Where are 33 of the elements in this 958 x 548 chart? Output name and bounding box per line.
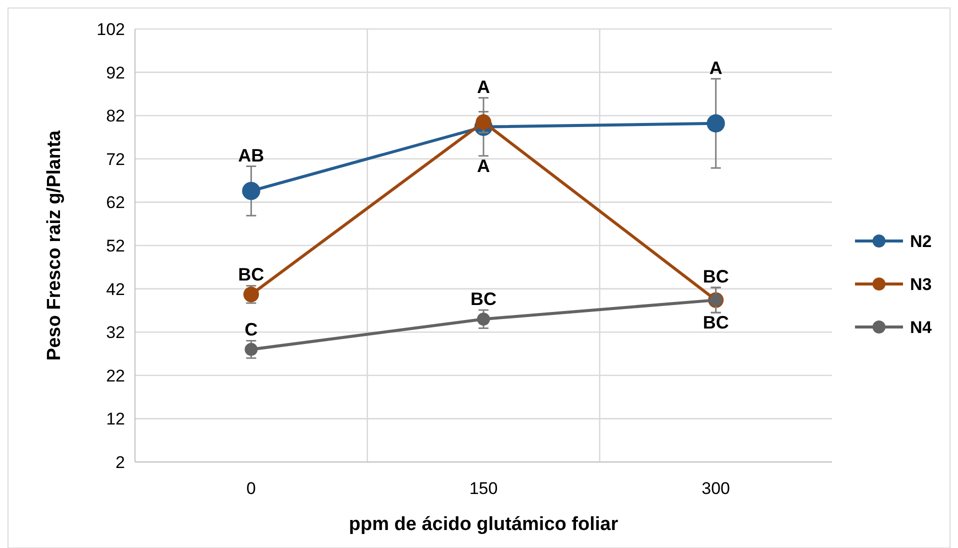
y-tick-label: 62 bbox=[106, 193, 125, 212]
annotation: BC bbox=[702, 312, 729, 333]
annotation: BC bbox=[238, 264, 264, 284]
y-tick-label: 82 bbox=[106, 106, 125, 126]
annotation: BC bbox=[702, 266, 729, 286]
point bbox=[244, 342, 258, 356]
annotation: AB bbox=[238, 145, 264, 166]
y-tick-label: 22 bbox=[106, 366, 125, 386]
y-axis-title: Peso Fresco raiz g/Planta bbox=[44, 130, 65, 361]
y-tick-label: 102 bbox=[96, 20, 125, 39]
annotation: BC bbox=[470, 289, 496, 310]
y-tick-label: 12 bbox=[106, 410, 125, 429]
y-tick-label: 42 bbox=[106, 280, 125, 299]
x-tick-label: 300 bbox=[702, 479, 730, 498]
point bbox=[242, 182, 260, 200]
legend-label: N3 bbox=[910, 274, 932, 294]
y-tick-label: 2 bbox=[116, 452, 125, 472]
annotation: A bbox=[477, 156, 490, 176]
y-tick-label: 72 bbox=[106, 150, 125, 169]
y-tick-label: 52 bbox=[106, 236, 125, 256]
annotation: A bbox=[477, 76, 490, 97]
legend-label: N2 bbox=[910, 232, 932, 251]
x-axis-title: ppm de ácido glutámico foliar bbox=[348, 514, 619, 535]
point bbox=[476, 114, 492, 130]
y-tick-label: 92 bbox=[106, 63, 125, 82]
y-tick-label: 32 bbox=[106, 323, 125, 342]
legend-label: N4 bbox=[910, 318, 932, 337]
annotation: A bbox=[709, 58, 722, 78]
x-tick-label: 0 bbox=[246, 479, 256, 498]
annotation: C bbox=[244, 319, 258, 340]
point bbox=[706, 114, 725, 132]
x-tick-label: 150 bbox=[469, 479, 498, 498]
point bbox=[477, 312, 490, 326]
